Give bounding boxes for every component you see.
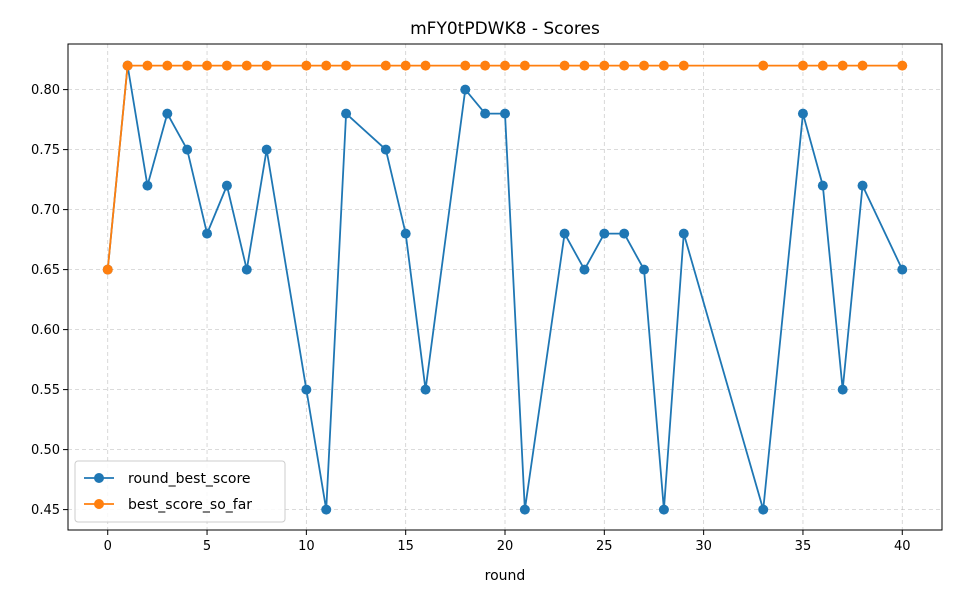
data-point (817, 180, 828, 191)
data-point (341, 60, 352, 71)
y-tick-label: 0.70 (31, 203, 60, 218)
data-point (897, 264, 908, 275)
x-tick-label: 5 (203, 539, 211, 554)
data-point (400, 60, 411, 71)
data-point (261, 60, 272, 71)
data-point (202, 60, 213, 71)
data-point (321, 60, 332, 71)
y-tick-label: 0.65 (31, 263, 60, 278)
data-point (857, 180, 868, 191)
data-point (420, 60, 431, 71)
data-point (241, 60, 252, 71)
data-point (182, 144, 193, 155)
data-point (817, 60, 828, 71)
data-point (460, 84, 471, 95)
data-point (599, 60, 610, 71)
data-point (162, 60, 173, 71)
data-point (500, 108, 510, 119)
legend-marker-round_best_score (94, 473, 104, 483)
series-best_score_so_far (102, 60, 908, 275)
data-point (321, 504, 332, 515)
data-point (559, 228, 570, 239)
data-point (301, 60, 312, 71)
series-line-round_best_score (106, 64, 904, 511)
data-point (837, 60, 848, 71)
data-point (182, 60, 193, 71)
x-tick-label: 10 (298, 539, 315, 554)
data-point (619, 228, 630, 239)
data-point (102, 264, 113, 275)
data-point (241, 264, 252, 275)
data-point (142, 180, 153, 191)
data-point (420, 384, 431, 395)
y-tick-label: 0.50 (31, 443, 60, 458)
x-tick-label: 25 (596, 539, 613, 554)
x-tick-label: 35 (795, 539, 812, 554)
legend: round_best_score best_score_so_far (74, 460, 286, 523)
data-point (619, 60, 630, 71)
data-point (202, 228, 213, 239)
x-tick-label: 0 (104, 539, 112, 554)
data-point (658, 504, 669, 515)
data-point (480, 108, 491, 119)
axis-ticks: 0 5 10 15 20 25 30 35 40 0.45 0.50 0.55 0.60 0.65 0.70… (31, 83, 910, 554)
x-tick-label: 15 (397, 539, 414, 554)
y-tick-label: 0.75 (31, 143, 60, 158)
data-point (380, 60, 391, 71)
data-point (221, 180, 232, 191)
data-point (897, 60, 908, 71)
x-tick-label: 30 (695, 539, 712, 554)
y-tick-label: 0.80 (31, 83, 60, 98)
data-point (460, 60, 471, 71)
data-point (639, 60, 650, 71)
data-point (678, 60, 689, 71)
data-point (658, 60, 669, 71)
legend-label-round_best_score: round_best_score (128, 471, 251, 487)
data-point (758, 60, 769, 71)
plot-series (102, 60, 908, 515)
legend-label-best_score_so_far: best_score_so_far (128, 497, 252, 513)
data-point (400, 228, 411, 239)
data-point (639, 264, 650, 275)
data-point (519, 60, 530, 71)
data-point (142, 60, 153, 71)
data-point (579, 264, 590, 275)
data-point (857, 60, 868, 71)
data-point (579, 60, 590, 71)
y-tick-label: 0.55 (31, 383, 60, 398)
data-point (599, 228, 610, 239)
data-point (380, 144, 391, 155)
legend-box (74, 460, 286, 523)
data-point (341, 108, 352, 119)
chart-title: mFY0tPDWK8 - Scores (410, 19, 600, 39)
data-point (480, 60, 491, 71)
data-point (162, 108, 173, 119)
x-axis-label: round (485, 568, 526, 584)
grid (68, 44, 942, 530)
data-point (797, 60, 808, 71)
data-point (221, 60, 232, 71)
legend-marker-best_score_so_far (94, 499, 104, 509)
x-tick-label: 40 (894, 539, 911, 554)
data-point (758, 504, 769, 515)
y-tick-label: 0.60 (31, 323, 60, 338)
data-point (519, 504, 530, 515)
data-point (678, 228, 689, 239)
y-tick-label: 0.45 (31, 503, 60, 518)
data-point (837, 384, 848, 395)
data-point (261, 144, 272, 155)
data-point (797, 108, 808, 119)
plot-frame (67, 43, 943, 531)
data-point (500, 60, 510, 71)
data-point (301, 384, 312, 395)
data-point (122, 60, 133, 71)
data-point (559, 60, 570, 71)
x-tick-label: 20 (497, 539, 514, 554)
